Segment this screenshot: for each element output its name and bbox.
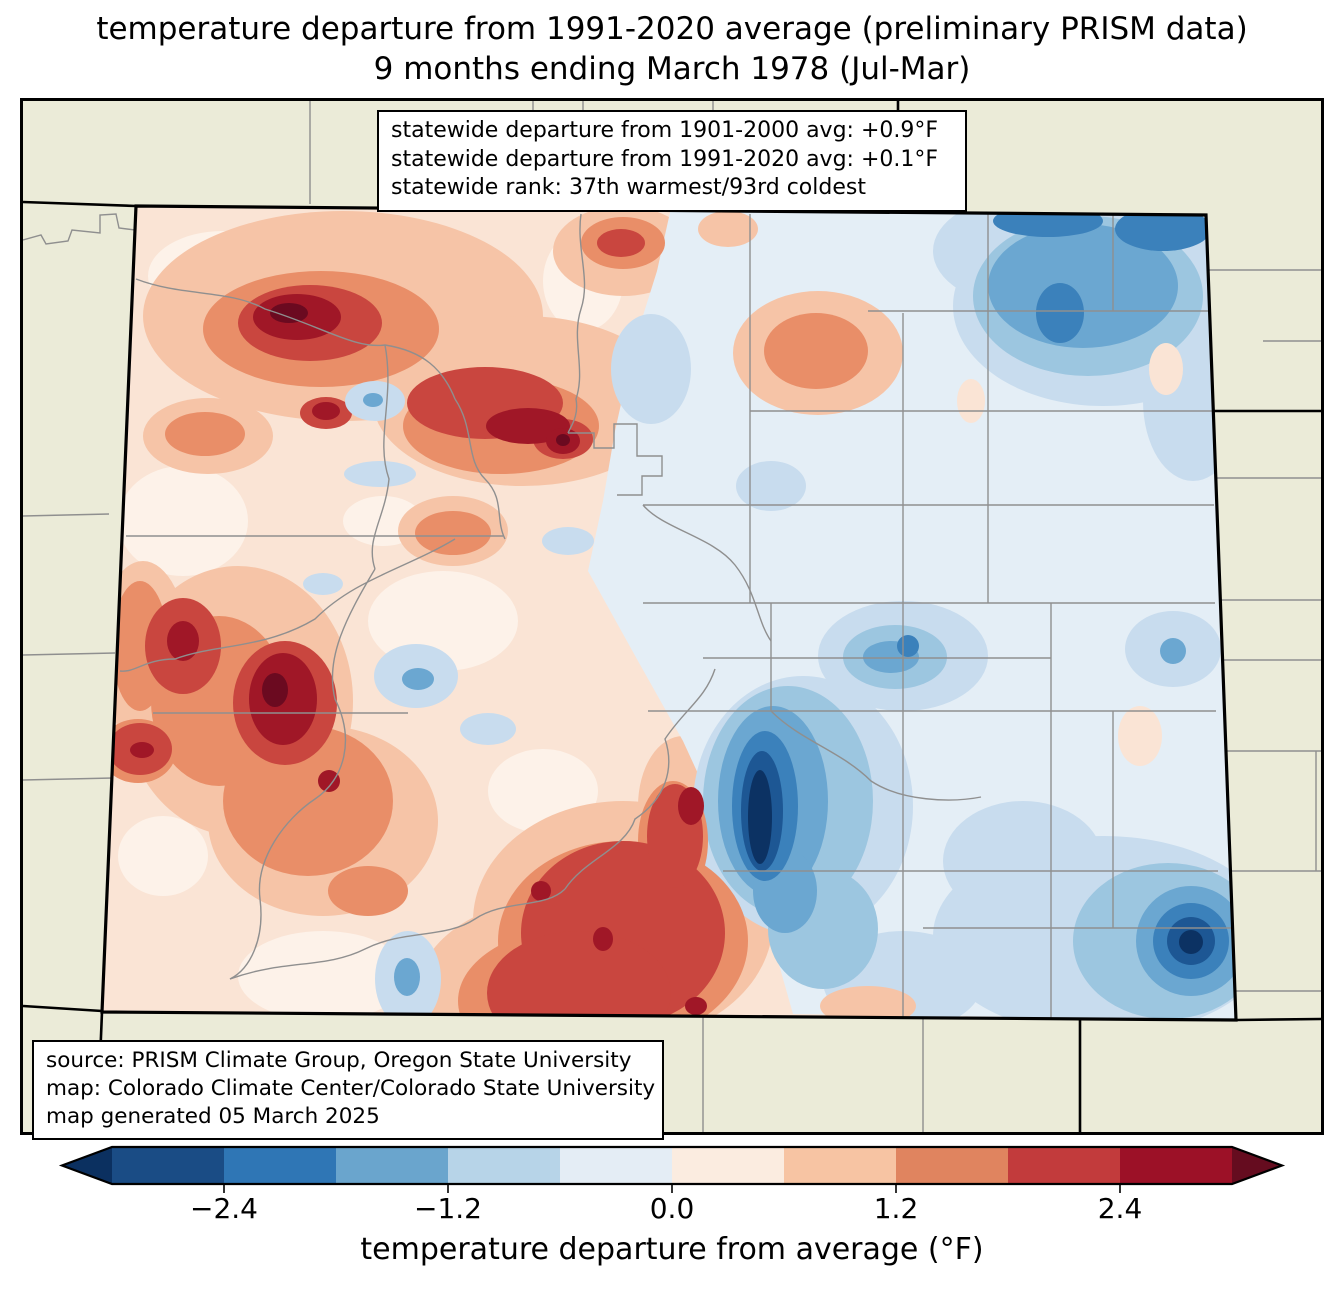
- title-line-2: 9 months ending March 1978 (Jul-Mar): [373, 51, 971, 87]
- map-panel: [20, 98, 1324, 1135]
- colorbar-tick-label: 0.0: [649, 1192, 695, 1225]
- county-lines: [119, 213, 1236, 1018]
- stats-box: statewide departure from 1901-2000 avg: …: [377, 110, 967, 212]
- stats-line-2: statewide departure from 1991-2020 avg: …: [391, 146, 939, 172]
- colorbar-outline: [58, 1145, 1286, 1186]
- colorbar-tick-label: −2.4: [190, 1192, 258, 1225]
- stats-line-3: statewide rank: 37th warmest/93rd coldes…: [391, 175, 866, 200]
- colorbar-axis-label: temperature departure from average (°F): [360, 1232, 984, 1267]
- colorbar-segments: [112, 1147, 1233, 1184]
- source-line-3: map generated 05 March 2025: [46, 1104, 380, 1129]
- colorado-map-svg: [23, 101, 1321, 1132]
- stats-line-1: statewide departure from 1901-2000 avg: …: [391, 118, 939, 143]
- source-line-2: map: Colorado Climate Center/Colorado St…: [46, 1076, 656, 1101]
- source-line-1: source: PRISM Climate Group, Oregon Stat…: [46, 1048, 632, 1073]
- colorbar-tick-label: 2.4: [1097, 1192, 1143, 1225]
- colorado-state-border: [100, 204, 1238, 1022]
- colorbar-tick-label: 1.2: [873, 1192, 919, 1225]
- colorbar-over-arrow: [1232, 1147, 1282, 1184]
- warm-maroon-cores: [262, 303, 570, 707]
- colorbar-ticks: [223, 1184, 1121, 1193]
- cool-navy-cores: [748, 770, 1203, 954]
- source-box: source: PRISM Climate Group, Oregon Stat…: [32, 1040, 664, 1140]
- colorbar-under-arrow: [62, 1147, 112, 1184]
- colorbar: [58, 1145, 1286, 1193]
- cool-spots-west: [303, 381, 594, 1020]
- colorbar-tick-label: −1.2: [414, 1192, 482, 1225]
- title-line-1: temperature departure from 1991-2020 ave…: [96, 11, 1248, 47]
- temperature-field: [102, 206, 1236, 1020]
